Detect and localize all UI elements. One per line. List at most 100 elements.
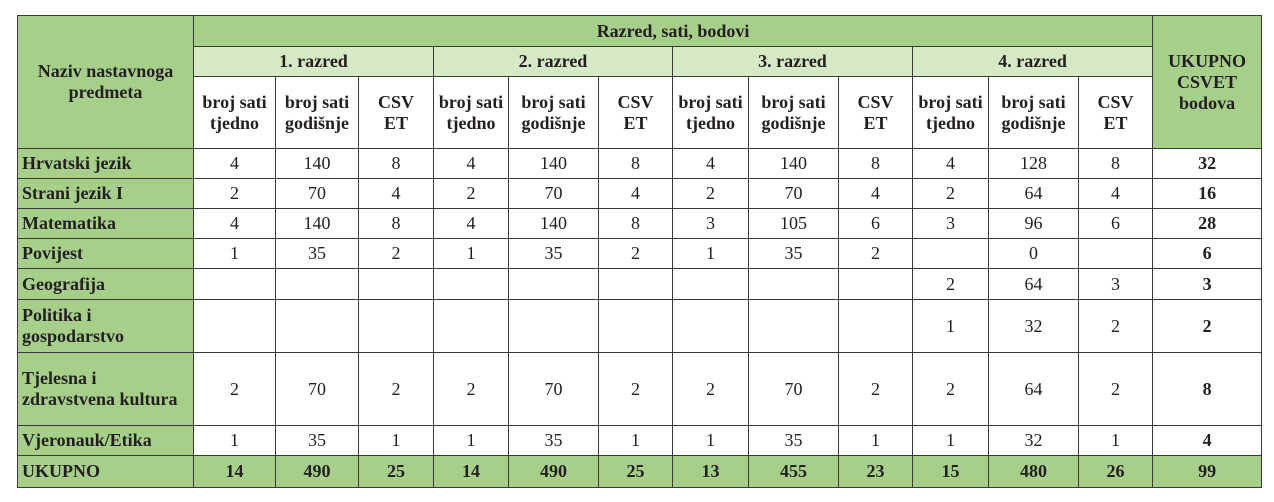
value-cell bbox=[358, 268, 434, 300]
value-cell: 105 bbox=[748, 208, 839, 239]
sum-cell: 99 bbox=[1152, 455, 1263, 488]
column-header: broj sati godišnje bbox=[988, 76, 1079, 149]
value-cell: 35 bbox=[748, 425, 839, 456]
subject-name: Tjelesna i zdravstvena kultura bbox=[17, 352, 194, 426]
sum-label: UKUPNO bbox=[17, 455, 194, 488]
value-cell bbox=[598, 299, 673, 353]
value-cell: 70 bbox=[508, 178, 599, 209]
value-cell: 140 bbox=[508, 208, 599, 239]
value-cell: 70 bbox=[275, 178, 359, 209]
value-cell: 4 bbox=[838, 178, 913, 209]
value-cell: 2 bbox=[912, 268, 989, 300]
subject-name: Vjeronauk/Etika bbox=[17, 425, 194, 456]
value-cell: 2 bbox=[1077, 299, 1154, 353]
value-cell: 1 bbox=[1077, 425, 1154, 456]
sum-cell: 490 bbox=[508, 455, 599, 488]
total-cell: 16 bbox=[1152, 178, 1263, 209]
value-cell: 4 bbox=[193, 148, 276, 179]
value-cell: 2 bbox=[193, 178, 276, 209]
value-cell: 70 bbox=[508, 352, 599, 426]
total-cell: 6 bbox=[1152, 238, 1263, 269]
grade-header: 1. razred bbox=[193, 46, 434, 77]
value-cell: 3 bbox=[912, 208, 989, 239]
value-cell: 70 bbox=[275, 352, 359, 426]
grade-header: 4. razred bbox=[911, 46, 1154, 77]
subject-name: Politika i gospodarstvo bbox=[17, 299, 194, 353]
curriculum-table: Naziv nastavnoga predmeta Razred, sati, b… bbox=[17, 15, 1263, 488]
value-cell: 2 bbox=[358, 352, 434, 426]
column-header: CSVET bbox=[1077, 76, 1154, 149]
subject-name: Hrvatski jezik bbox=[17, 148, 194, 179]
value-cell bbox=[672, 299, 749, 353]
value-cell: 1 bbox=[433, 425, 509, 456]
value-cell: 3 bbox=[672, 208, 749, 239]
value-cell: 128 bbox=[988, 148, 1079, 179]
sum-cell: 14 bbox=[193, 455, 276, 488]
grade-row: 1. razred 2. razred 3. razred 4. razred bbox=[18, 46, 1262, 77]
value-cell: 140 bbox=[748, 148, 839, 179]
sum-cell: 490 bbox=[275, 455, 359, 488]
value-cell: 1 bbox=[433, 238, 509, 269]
data-row: Geografija 2 64 3 3 bbox=[17, 268, 1263, 300]
column-header: broj sati godišnje bbox=[508, 76, 599, 149]
subject-header: Naziv nastavnoga predmeta bbox=[17, 15, 194, 149]
value-cell: 35 bbox=[508, 238, 599, 269]
value-cell: 64 bbox=[988, 352, 1079, 426]
value-cell: 1 bbox=[672, 238, 749, 269]
value-cell: 2 bbox=[433, 178, 509, 209]
value-cell: 1 bbox=[598, 425, 673, 456]
value-cell: 8 bbox=[1077, 148, 1154, 179]
value-cell: 1 bbox=[838, 425, 913, 456]
value-cell: 35 bbox=[748, 238, 839, 269]
value-cell: 2 bbox=[598, 352, 673, 426]
value-cell: 64 bbox=[988, 268, 1079, 300]
value-cell bbox=[508, 268, 599, 300]
sum-row: UKUPNO 14 490 25 14 490 25 13 455 23 15 480 26 99 bbox=[17, 455, 1263, 488]
value-cell: 4 bbox=[598, 178, 673, 209]
sum-cell: 15 bbox=[912, 455, 989, 488]
value-cell: 32 bbox=[988, 425, 1079, 456]
value-cell: 8 bbox=[598, 148, 673, 179]
value-cell bbox=[838, 268, 913, 300]
value-cell: 2 bbox=[912, 178, 989, 209]
value-cell: 140 bbox=[275, 148, 359, 179]
value-cell: 4 bbox=[433, 148, 509, 179]
value-cell: 140 bbox=[508, 148, 599, 179]
subject-name: Povijest bbox=[17, 238, 194, 269]
subject-name: Strani jezik I bbox=[17, 178, 194, 209]
value-cell: 35 bbox=[508, 425, 599, 456]
value-cell bbox=[275, 268, 359, 300]
value-cell bbox=[193, 268, 276, 300]
value-cell bbox=[748, 299, 839, 353]
total-cell: 4 bbox=[1152, 425, 1263, 456]
data-row: Matematika 4 140 8 4 140 8 3 105 6 3 96 6 28 bbox=[17, 208, 1263, 239]
value-cell bbox=[508, 299, 599, 353]
data-row: Tjelesna i zdravstvena kultura 2 70 2 2 70 2 2 7… bbox=[17, 352, 1263, 426]
value-cell bbox=[748, 268, 839, 300]
sum-cell: 25 bbox=[358, 455, 434, 488]
data-row: Hrvatski jezik 4 140 8 4 140 8 4 140 8 4 128 8 32 bbox=[17, 148, 1263, 179]
value-cell: 3 bbox=[1077, 268, 1154, 300]
value-cell: 2 bbox=[433, 352, 509, 426]
total-cell: 32 bbox=[1152, 148, 1263, 179]
value-cell: 1 bbox=[193, 425, 276, 456]
value-cell: 4 bbox=[433, 208, 509, 239]
value-cell: 8 bbox=[838, 148, 913, 179]
value-cell: 32 bbox=[988, 299, 1079, 353]
subject-name: Matematika bbox=[17, 208, 194, 239]
value-cell: 1 bbox=[358, 425, 434, 456]
header-row: Naziv nastavnoga predmeta Razred, sati, b… bbox=[17, 15, 1263, 149]
grade-header: 2. razred bbox=[433, 46, 673, 77]
value-cell bbox=[598, 268, 673, 300]
value-cell bbox=[672, 268, 749, 300]
value-cell: 96 bbox=[988, 208, 1079, 239]
value-cell: 6 bbox=[838, 208, 913, 239]
column-header: broj sati tjedno bbox=[193, 76, 276, 149]
value-cell: 4 bbox=[672, 148, 749, 179]
value-cell: 8 bbox=[358, 208, 434, 239]
total-cell: 8 bbox=[1152, 352, 1263, 426]
column-header: CSVET bbox=[358, 76, 434, 149]
sum-cell: 14 bbox=[433, 455, 509, 488]
column-header: broj sati godišnje bbox=[748, 76, 839, 149]
sum-cell: 25 bbox=[598, 455, 673, 488]
